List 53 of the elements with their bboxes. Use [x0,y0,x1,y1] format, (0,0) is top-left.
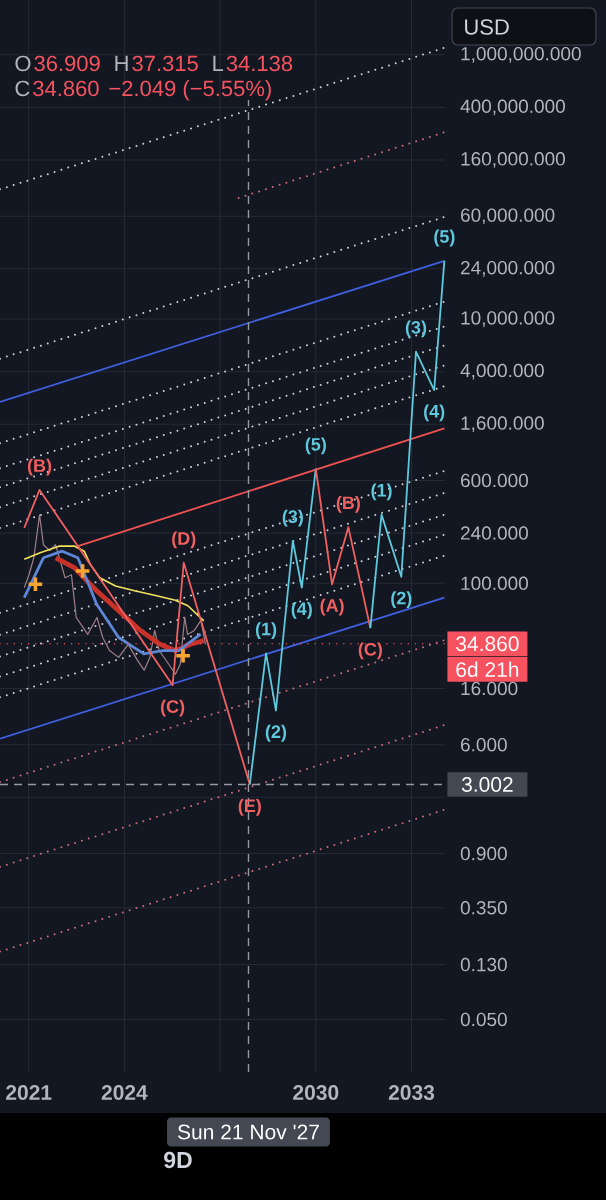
annotation: L [213,55,224,71]
annotation: C [15,80,30,97]
text: 9D [164,1151,192,1169]
y-tick-label: 400,000.000 [460,99,565,116]
annotation: H [115,55,128,71]
annotation: (B) [336,495,360,513]
y-tick-label: 0.130 [460,957,507,972]
ref-line-label: Sun 21 Nov '27 [177,1124,319,1140]
annotation: (4) [424,404,445,422]
annotation: (C) [358,642,382,660]
y-tick-label: 1,000,000.000 [461,46,581,63]
annotation: (C) [160,699,185,717]
annotation: (1) [255,622,277,639]
y-tick-label: 0.900 [460,846,507,861]
y-tick-label: 0.350 [460,901,507,915]
annotation: −2.049 (−5.55%) [109,80,271,101]
y-tick-label: 6.000 [461,738,507,752]
annotation: 34.138 [226,55,293,72]
x-tick-label: 2021 [6,1085,52,1100]
annotation: (2) [391,591,412,608]
annotation: (4) [291,601,312,619]
y-tick-label: 240.000 [461,526,528,540]
text: 6d 21h [456,661,519,678]
annotation: (D) [172,531,196,549]
x-tick-label: 2024 [101,1085,148,1100]
annotation: 37.315 [132,55,198,72]
y-tick-label: 10,000.000 [461,311,555,327]
ref-line-label: 3.002 [461,777,513,792]
y-tick-label: 60,000.000 [461,208,555,225]
y-tick-label: 0.050 [460,1012,507,1027]
y-tick-label: 100.000 [461,576,528,591]
annotation: (1) [371,483,392,501]
annotation: (2) [265,724,287,742]
annotation: (3) [282,509,303,527]
annotation: (B) [27,458,52,476]
x-tick-label: 2033 [388,1085,435,1100]
y-tick-label: 4,000.000 [460,363,544,380]
annotation: (3) [405,320,427,338]
text: USD [465,19,509,35]
annotation: (A) [320,598,344,616]
y-tick-label: 600.000 [461,473,528,488]
annotation: (5) [305,437,326,455]
annotation: 36.909 [34,55,100,72]
y-tick-label: 16.000 [461,681,518,696]
y-tick-label: 160,000.000 [461,152,565,168]
y-tick-label: 24,000.000 [461,260,555,277]
y-tick-label: 1,600.000 [461,416,544,433]
ref-line-label: 34.860 [456,636,519,652]
annotation: (5) [434,229,455,247]
annotation: O [15,55,31,72]
annotation: (E) [238,798,261,816]
annotation: 34.860 [33,80,99,97]
x-tick-label: 2030 [293,1085,339,1100]
